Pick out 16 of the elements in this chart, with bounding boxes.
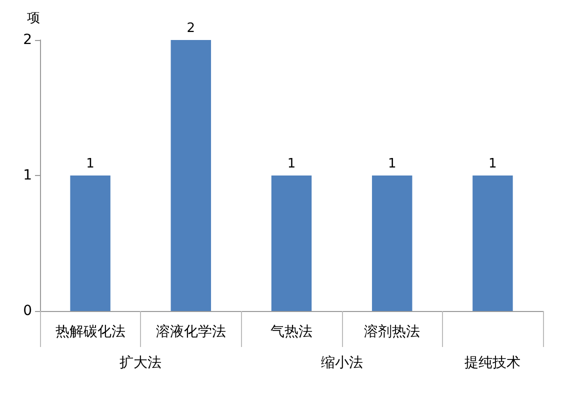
text: 提纯技术: [464, 355, 521, 371]
text: 扩大法: [120, 355, 162, 371]
data-label: 1: [86, 156, 94, 172]
y-axis-title: 项: [27, 11, 40, 26]
x-tick-label: 气热法: [270, 324, 312, 340]
data-label: 1: [388, 156, 396, 172]
x-tick-label: 溶剂热法: [364, 324, 420, 340]
data-label: 2: [186, 21, 196, 36]
x-tick-label: 热解碳化法: [55, 324, 126, 340]
data-label: 1: [488, 156, 497, 172]
y-tick-label: 0: [23, 303, 32, 319]
y-tick-label: 2: [23, 32, 32, 48]
data-label: 1: [287, 156, 296, 172]
text: 缩小法: [320, 355, 363, 371]
x-tick-label: 溶液化学法: [156, 324, 226, 340]
y-tick-label: 1: [23, 168, 32, 184]
